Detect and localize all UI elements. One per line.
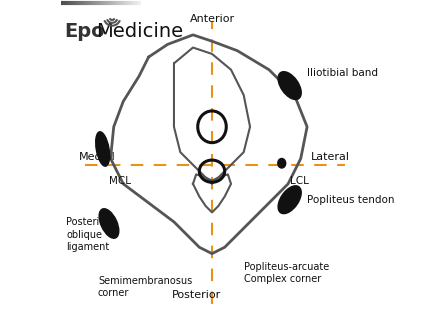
Text: MCL: MCL	[109, 176, 131, 186]
Ellipse shape	[99, 209, 119, 238]
Ellipse shape	[278, 186, 301, 214]
Text: Posterior: Posterior	[172, 289, 221, 300]
Text: Posterior
oblique
ligament: Posterior oblique ligament	[66, 217, 109, 252]
Ellipse shape	[96, 132, 109, 166]
Text: LCL: LCL	[290, 176, 309, 186]
Text: Medicine: Medicine	[96, 22, 184, 41]
Text: Semimembranosus
corner: Semimembranosus corner	[98, 276, 192, 298]
Text: Iliotibial band: Iliotibial band	[307, 68, 378, 78]
Text: Medial: Medial	[79, 152, 116, 162]
Text: Popliteus-arcuate
Complex corner: Popliteus-arcuate Complex corner	[244, 262, 329, 284]
Ellipse shape	[278, 158, 286, 168]
Text: Popliteus tendon: Popliteus tendon	[307, 195, 395, 205]
Text: Lateral: Lateral	[311, 152, 350, 162]
Text: Epo: Epo	[64, 22, 105, 41]
Text: Anterior: Anterior	[190, 14, 234, 24]
Ellipse shape	[278, 72, 301, 100]
